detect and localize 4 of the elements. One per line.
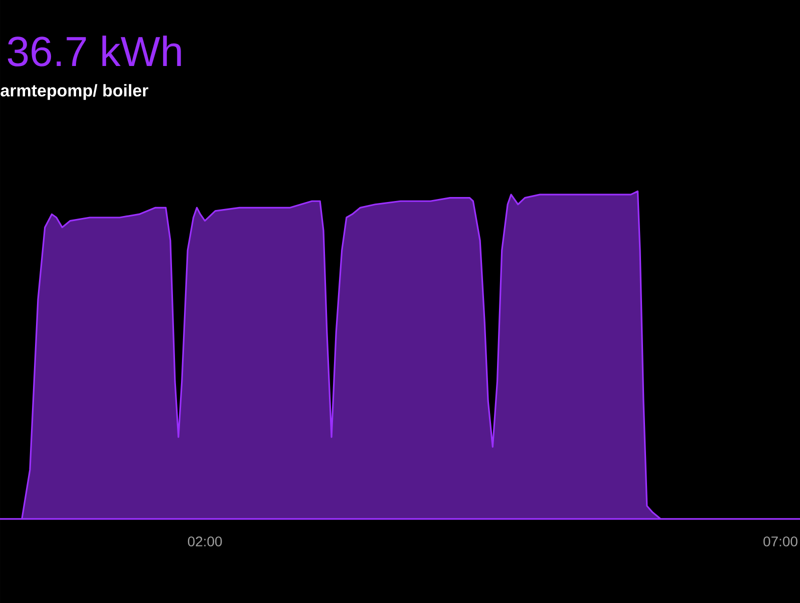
x-tick-label: 02:00 xyxy=(188,536,222,546)
chart-title: 36.7 kWh xyxy=(8,36,181,66)
x-tick-label: 07:00 xyxy=(763,536,798,546)
chart-subtitle: armtepomp/ boiler xyxy=(0,84,148,100)
